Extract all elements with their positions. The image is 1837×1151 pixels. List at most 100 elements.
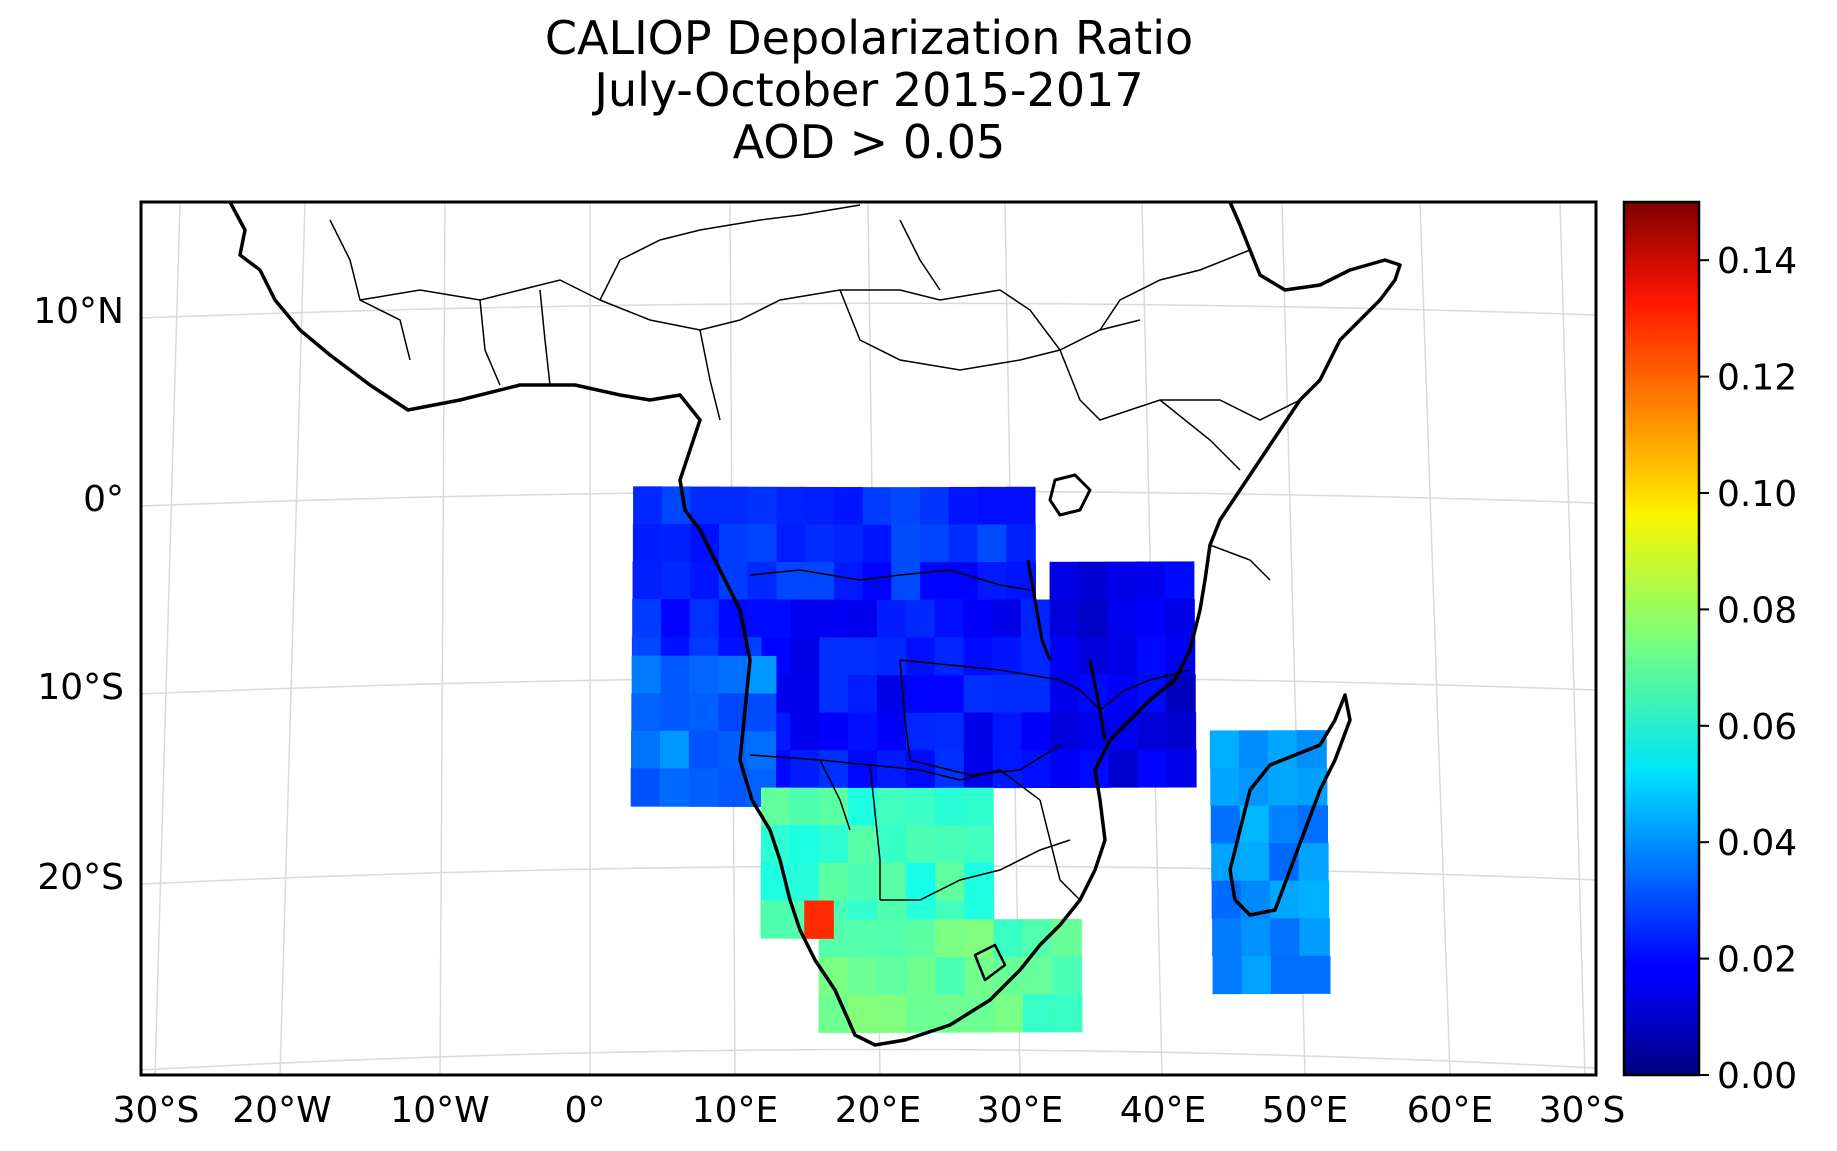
- depolarization-cell: [789, 825, 820, 864]
- depolarization-cell: [1268, 767, 1299, 806]
- depolarization-cell: [1241, 918, 1272, 957]
- depolarization-cell: [818, 994, 849, 1033]
- colorbar-tick-label: 0.02: [1717, 940, 1797, 981]
- depolarization-cell: [1270, 918, 1301, 957]
- colorbar: 0.00 0.02 0.04 0.06 0.08 0.10 0.12 0.14: [1622, 200, 1797, 1097]
- depolarization-cell: [661, 524, 691, 563]
- lon-label-30e: 30°E: [977, 1090, 1064, 1131]
- depolarization-cell: [1021, 637, 1051, 676]
- depolarization-cell: [1166, 749, 1197, 788]
- depolarization-cell: [818, 825, 849, 864]
- depolarization-cell: [992, 750, 1023, 789]
- depolarization-cell: [1108, 749, 1139, 788]
- lon-label-30s-right: 30°S: [1539, 1090, 1626, 1131]
- depolarization-cell: [789, 862, 820, 902]
- depolarization-cell: [1050, 637, 1080, 676]
- depolarization-cell: [977, 524, 1008, 563]
- lon-label-10e: 10°E: [692, 1090, 779, 1131]
- depolarization-cell: [1078, 636, 1109, 675]
- depolarization-cell: [1164, 561, 1195, 600]
- depolarization-cell: [776, 486, 806, 526]
- depolarization-cell: [906, 787, 936, 826]
- depolarization-cell: [993, 956, 1024, 995]
- depolarization-cells: [630, 486, 1331, 1033]
- map-title: CALIOP Depolarization Ratio July-October…: [0, 12, 1738, 168]
- depolarization-cell: [977, 562, 1008, 601]
- lon-label-20w: 20°W: [232, 1090, 331, 1131]
- lon-label-30s-left: 30°S: [113, 1090, 200, 1131]
- depolarization-cell: [906, 957, 937, 996]
- title-line-2: July-October 2015-2017: [594, 63, 1144, 117]
- longitude-labels: 30°S 20°W 10°W 0° 10°E 20°E 30°E 40°E 50…: [113, 1090, 1626, 1131]
- depolarization-cell: [977, 486, 1007, 525]
- depolarization-cell: [1136, 636, 1167, 675]
- depolarization-cell: [1052, 956, 1083, 995]
- depolarization-cell: [1210, 768, 1241, 807]
- depolarization-cell: [906, 863, 936, 902]
- depolarization-cell: [1299, 918, 1330, 957]
- depolarization-cell: [661, 599, 691, 638]
- lon-label-10w: 10°W: [390, 1090, 489, 1131]
- depolarization-cell: [848, 675, 878, 714]
- depolarization-cell: [963, 712, 994, 751]
- depolarization-cell: [746, 731, 777, 770]
- depolarization-cell: [848, 712, 878, 751]
- depolarization-cell: [963, 637, 994, 676]
- colorbar-tick-label: 0.14: [1717, 241, 1797, 282]
- depolarization-cell: [690, 561, 720, 601]
- depolarization-cell: [1270, 955, 1302, 994]
- depolarization-cell: [819, 712, 849, 751]
- depolarization-cell: [689, 599, 719, 638]
- colorbar-tick-label: 0.00: [1717, 1056, 1797, 1097]
- depolarization-cell: [719, 524, 749, 563]
- title-line-3: AOD > 0.05: [732, 115, 1006, 169]
- depolarization-cell: [819, 675, 849, 714]
- depolarization-cell: [689, 693, 719, 732]
- depolarization-cell: [660, 655, 690, 694]
- lake-victoria: [1048, 473, 1092, 517]
- lon-label-0: 0°: [565, 1090, 606, 1131]
- depolarization-cell: [1049, 561, 1080, 600]
- depolarization-cell: [1050, 674, 1081, 713]
- depolarization-cell: [906, 919, 936, 958]
- depolarization-cell: [1298, 842, 1329, 882]
- depolarization-cell: [948, 486, 979, 526]
- depolarization-cell: [920, 524, 950, 563]
- depolarization-cell: [747, 486, 778, 526]
- depolarization-cell: [847, 957, 878, 996]
- depolarization-cell: [776, 562, 806, 601]
- depolarization-cell: [632, 523, 662, 563]
- depolarization-cell: [1298, 880, 1330, 919]
- depolarization-cell: [1137, 711, 1168, 750]
- depolarization-cell: [688, 730, 719, 770]
- depolarization-cell: [833, 524, 864, 563]
- depolarization-cell: [848, 750, 878, 789]
- lon-label-50e: 50°E: [1262, 1090, 1349, 1131]
- coastlines: [228, 202, 1402, 1047]
- depolarization-cell: [992, 637, 1022, 676]
- depolarization-cell: [719, 486, 749, 525]
- depolarization-cell: [1050, 712, 1081, 751]
- depolarization-cell: [790, 599, 820, 638]
- depolarization-cell: [847, 825, 878, 864]
- depolarization-cell: [818, 863, 849, 902]
- colorbar-tick-label: 0.12: [1717, 358, 1797, 399]
- depolarization-cell: [790, 637, 820, 676]
- depolarization-cell: [877, 825, 907, 864]
- colorbar-tick-label: 0.08: [1717, 590, 1797, 631]
- depolarization-cell: [964, 825, 994, 864]
- depolarization-cell: [631, 730, 661, 770]
- lon-label-40e: 40°E: [1120, 1090, 1207, 1131]
- depolarization-cell: [1108, 674, 1138, 713]
- depolarization-cell: [1051, 919, 1082, 958]
- depolarization-cell: [1241, 955, 1273, 995]
- depolarization-cell: [761, 599, 792, 638]
- depolarization-cell: [690, 486, 720, 525]
- depolarization-cell: [1210, 805, 1241, 844]
- depolarization-cell: [1049, 599, 1080, 638]
- depolarization-cell: [1022, 956, 1053, 995]
- depolarization-cell: [1166, 711, 1197, 750]
- lake-lesotho-outline: [973, 943, 1007, 982]
- colorbar-tick-label: 0.06: [1717, 707, 1797, 748]
- depolarization-cell: [805, 562, 835, 601]
